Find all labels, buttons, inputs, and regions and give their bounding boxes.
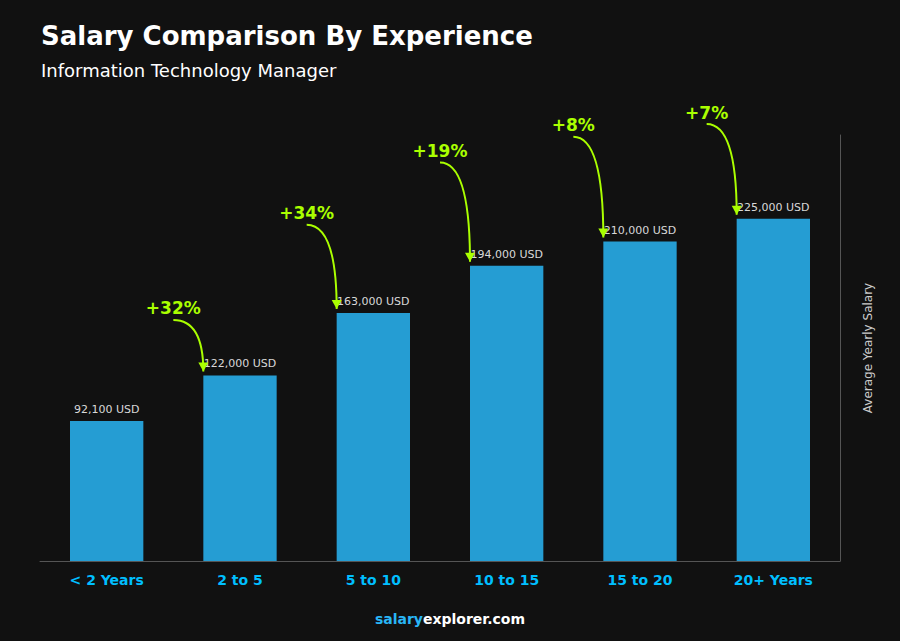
svg-text:5 to 10: 5 to 10: [346, 572, 402, 588]
svg-text:salary: salary: [375, 611, 423, 627]
svg-text:Salary Comparison By Experienc: Salary Comparison By Experience: [41, 21, 533, 51]
svg-text:+32%: +32%: [146, 298, 201, 318]
svg-text:15 to 20: 15 to 20: [607, 572, 672, 588]
svg-text:2 to 5: 2 to 5: [217, 572, 263, 588]
svg-text:163,000 USD: 163,000 USD: [337, 295, 410, 308]
svg-text:10 to 15: 10 to 15: [474, 572, 539, 588]
svg-text:+19%: +19%: [413, 141, 468, 161]
svg-text:92,100 USD: 92,100 USD: [74, 403, 140, 416]
svg-text:+7%: +7%: [685, 103, 728, 123]
svg-text:225,000 USD: 225,000 USD: [737, 201, 810, 214]
svg-text:122,000 USD: 122,000 USD: [204, 357, 277, 370]
svg-text:< 2 Years: < 2 Years: [70, 572, 144, 588]
svg-text:+34%: +34%: [279, 203, 334, 223]
svg-text:194,000 USD: 194,000 USD: [470, 248, 543, 261]
svg-text:210,000 USD: 210,000 USD: [604, 224, 677, 237]
svg-text:20+ Years: 20+ Years: [734, 572, 813, 588]
svg-text:Information Technology Manager: Information Technology Manager: [41, 60, 337, 81]
svg-text:Average Yearly Salary: Average Yearly Salary: [861, 283, 875, 413]
svg-text:+8%: +8%: [552, 115, 595, 135]
svg-text:explorer.com: explorer.com: [423, 611, 525, 627]
